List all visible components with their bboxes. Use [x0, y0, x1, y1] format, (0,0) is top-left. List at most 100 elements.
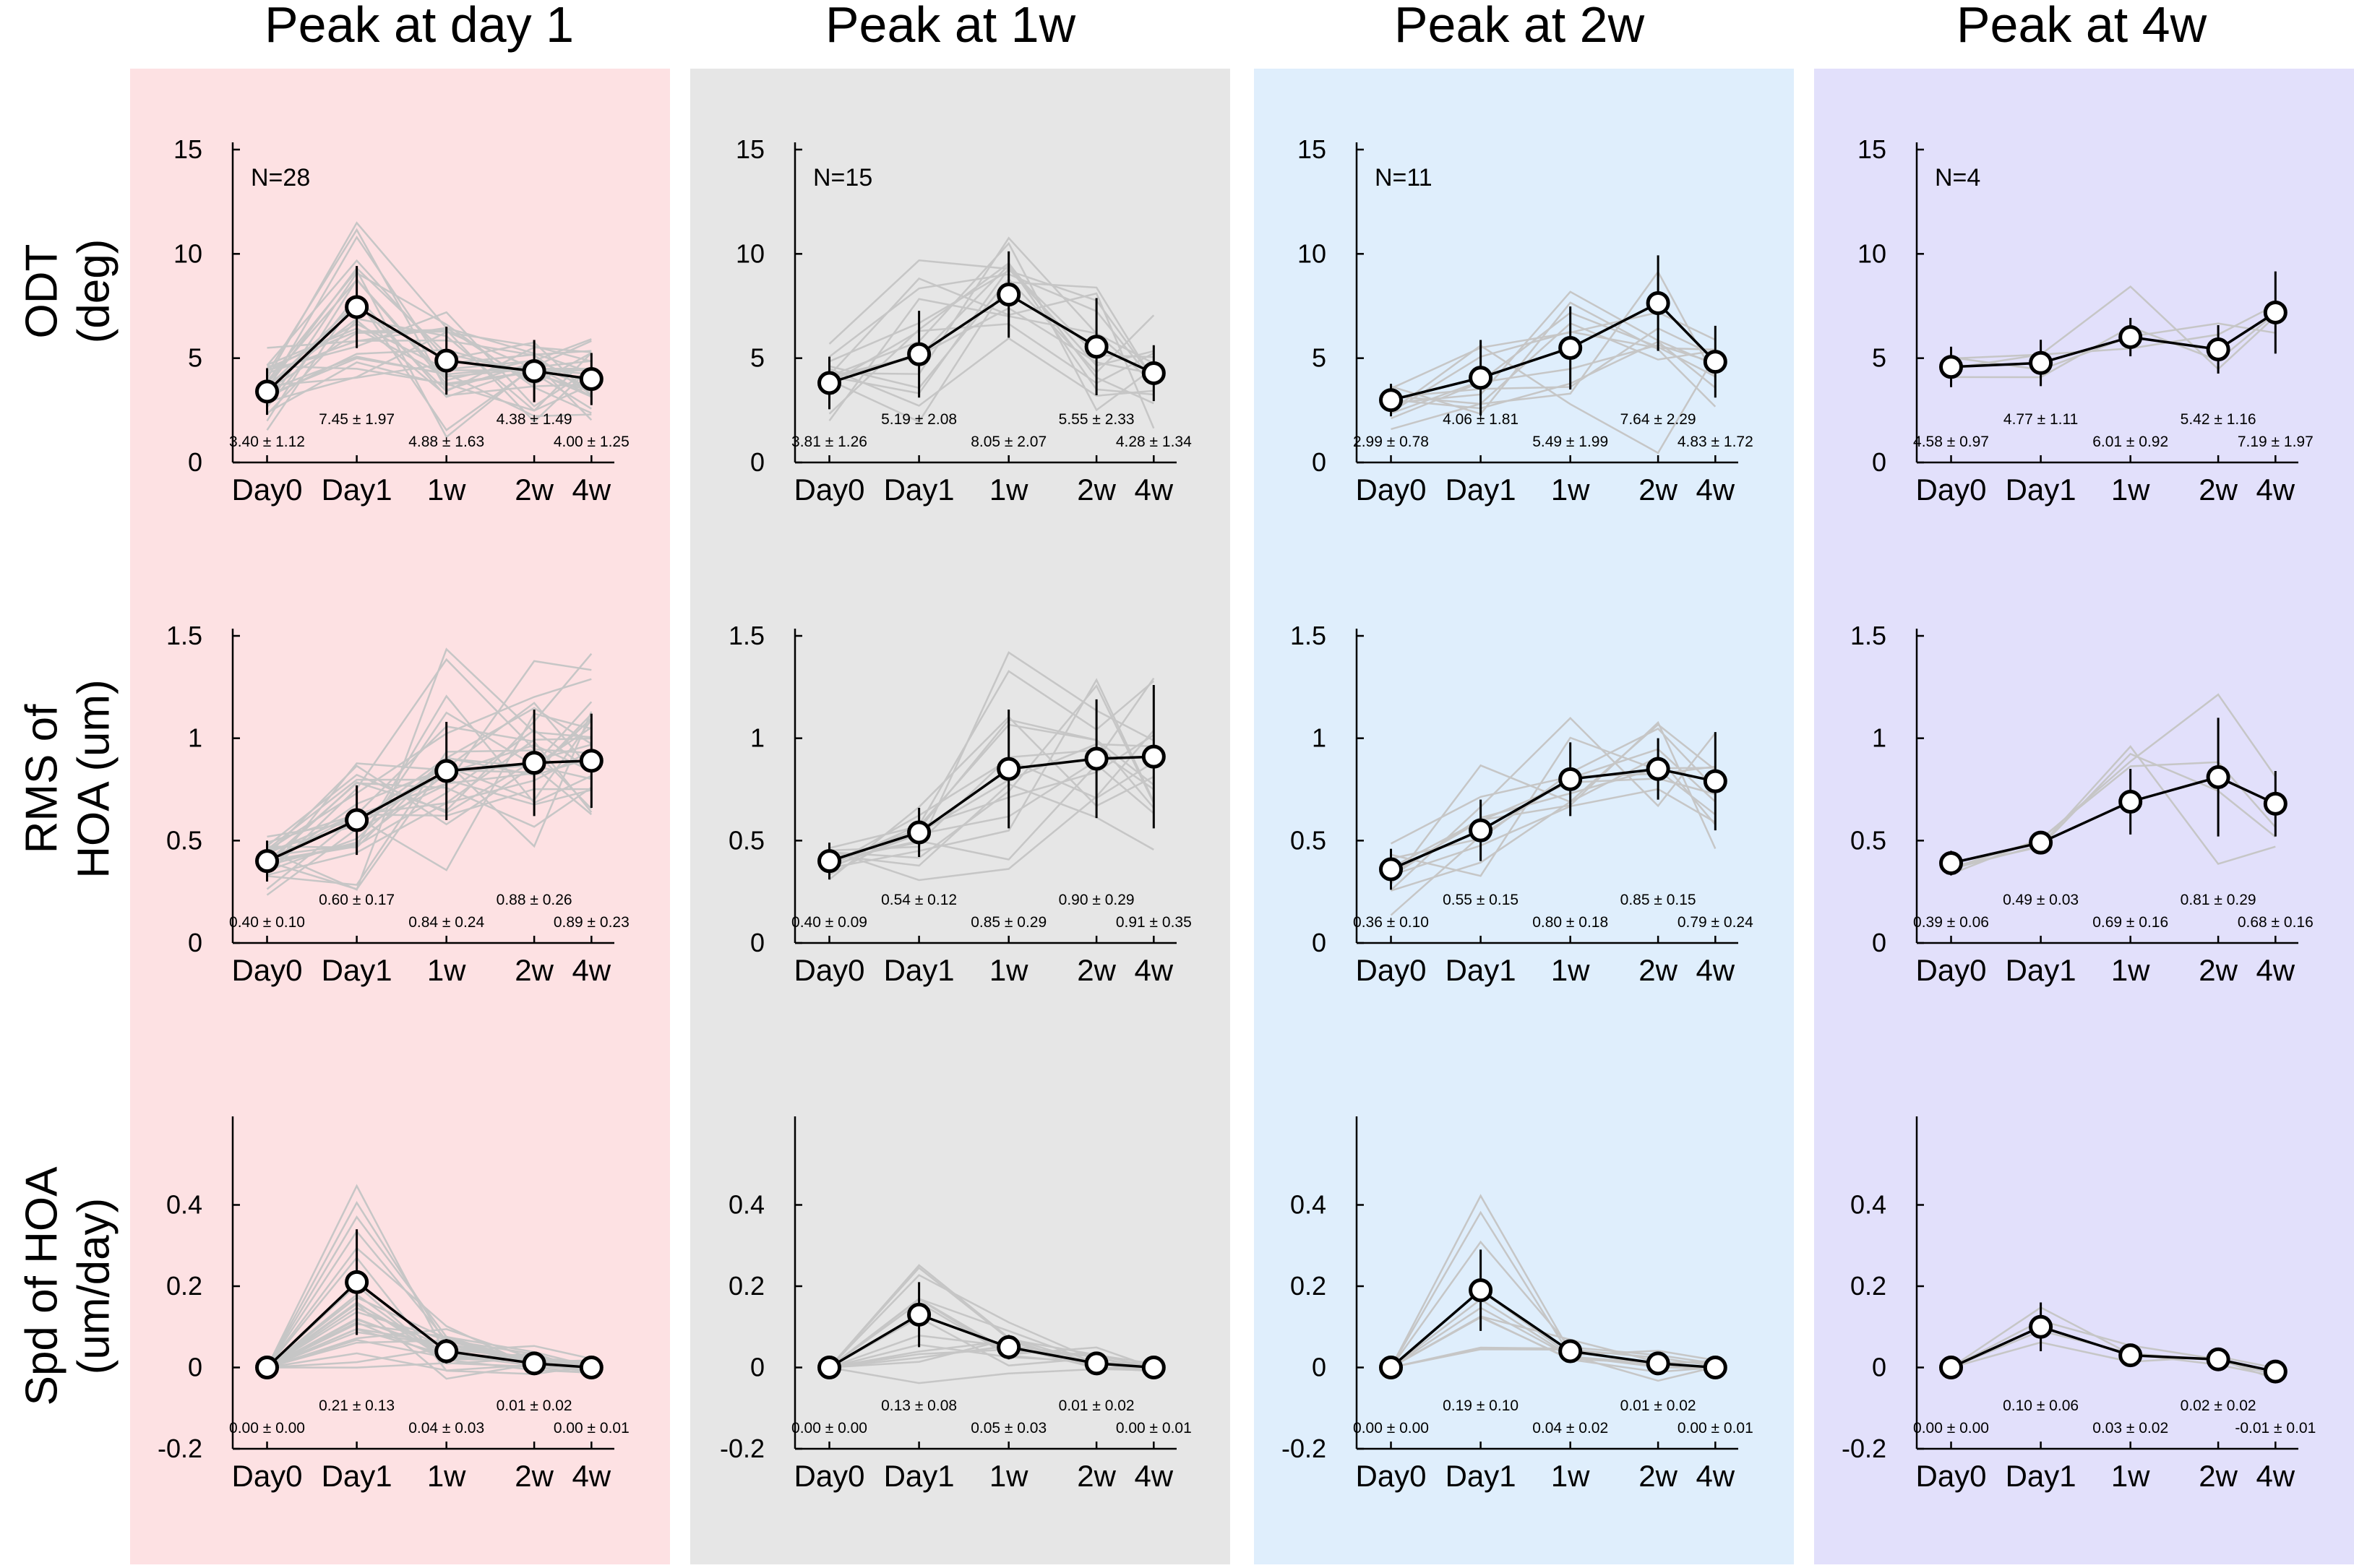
individual-trace — [267, 694, 592, 863]
mean-marker — [2118, 1343, 2143, 1368]
y-tick-label: 0.2 — [166, 1271, 202, 1301]
value-label: 0.40 ± 0.10 — [229, 914, 305, 931]
mean-marker — [2029, 830, 2053, 855]
value-label: 0.13 ± 0.08 — [881, 1397, 957, 1414]
mean-marker — [1141, 361, 1166, 385]
value-label: 0.03 ± 0.02 — [2092, 1420, 2168, 1436]
value-label: 0.01 ± 0.02 — [1059, 1397, 1135, 1414]
value-label: 7.45 ± 1.97 — [319, 411, 395, 428]
x-tick-label: 1w — [989, 473, 1028, 507]
mean-marker — [1703, 350, 1727, 374]
mean-marker — [1646, 757, 1670, 781]
value-label: 0.00 ± 0.00 — [229, 1420, 305, 1436]
mean-marker — [434, 348, 459, 373]
mean-marker — [907, 1302, 932, 1327]
x-tick-label: Day0 — [1915, 1459, 1986, 1493]
x-tick-label: Day1 — [884, 1459, 955, 1493]
individual-trace — [1390, 717, 1717, 891]
mean-marker — [1084, 1351, 1109, 1376]
mean-marker — [2206, 337, 2230, 362]
y-tick-label: 0 — [1312, 447, 1326, 477]
mean-marker — [345, 295, 369, 319]
y-tick-label: 5 — [1312, 343, 1326, 373]
value-label: -0.01 ± 0.01 — [2235, 1420, 2316, 1436]
x-tick-label: Day0 — [1355, 953, 1426, 987]
individual-trace — [1391, 301, 1717, 415]
value-label: 0.21 ± 0.13 — [319, 1397, 395, 1414]
x-tick-label: 4w — [572, 953, 611, 987]
value-label: 7.64 ± 2.29 — [1620, 411, 1696, 428]
value-label: 0.88 ± 0.26 — [497, 892, 572, 908]
y-tick-label: 0.4 — [1290, 1190, 1326, 1220]
value-label: 5.55 ± 2.33 — [1059, 411, 1135, 428]
individual-trace — [829, 241, 1155, 412]
x-tick-label: 4w — [2256, 1459, 2295, 1493]
mean-marker — [997, 283, 1021, 307]
value-label: 0.36 ± 0.10 — [1353, 914, 1429, 931]
individual-trace — [266, 1322, 592, 1369]
mean-marker — [1141, 1356, 1166, 1379]
value-label: 0.01 ± 0.02 — [497, 1397, 572, 1414]
subplot-1-0: 0 0.5 1 1.5 Day0 Day1 1w 2w 4w 0.40 ± 0.10 0.60 ± … — [166, 621, 630, 987]
x-tick-label: Day0 — [794, 953, 864, 987]
x-tick-label: 2w — [1077, 953, 1116, 987]
mean-marker — [345, 808, 369, 832]
y-tick-label: 0 — [1312, 1353, 1326, 1382]
y-tick-label: 0 — [1312, 928, 1326, 957]
y-tick-label: 0 — [188, 928, 202, 957]
value-label: 0.39 ± 0.06 — [1913, 914, 1989, 931]
row-label-1: RMS of HOA (um) — [17, 679, 119, 879]
mean-marker — [1469, 1278, 1493, 1303]
value-label: 2.99 ± 0.78 — [1353, 434, 1429, 450]
value-label: 0.49 ± 0.03 — [2003, 892, 2079, 908]
mean-marker — [255, 1356, 280, 1379]
y-tick-label: 5 — [750, 343, 765, 373]
mean-marker — [522, 1351, 546, 1376]
n-label: N=11 — [1375, 164, 1432, 191]
value-label: 0.79 ± 0.24 — [1678, 914, 1753, 931]
mean-marker — [1558, 336, 1583, 361]
individual-trace — [266, 1246, 592, 1375]
mean-marker — [2263, 1359, 2288, 1384]
y-tick-label: 1 — [1312, 723, 1326, 753]
x-tick-label: 4w — [1696, 1459, 1735, 1493]
y-tick-label: 10 — [173, 238, 202, 268]
individual-trace — [267, 311, 592, 408]
y-tick-label: 10 — [736, 238, 765, 268]
value-label: 4.38 ± 1.49 — [497, 411, 572, 428]
mean-marker — [1939, 1356, 1964, 1379]
mean-marker — [1469, 366, 1493, 390]
column-panel-2 — [1254, 69, 1794, 1564]
mean-marker — [434, 759, 459, 783]
x-tick-label: Day1 — [1446, 473, 1516, 507]
mean-marker — [255, 849, 280, 874]
y-tick-label: 0.5 — [729, 825, 765, 855]
x-tick-label: 2w — [1638, 953, 1678, 987]
individual-trace — [266, 272, 592, 414]
x-tick-label: 1w — [1551, 1459, 1590, 1493]
individual-trace — [1391, 290, 1716, 404]
value-label: 5.49 ± 1.99 — [1532, 434, 1608, 450]
mean-marker — [997, 1335, 1021, 1359]
x-tick-label: Day1 — [322, 1459, 392, 1493]
x-tick-label: 1w — [989, 953, 1028, 987]
individual-trace — [829, 1366, 1154, 1384]
x-tick-label: Day1 — [884, 473, 955, 507]
row-label-0: ODT (deg) — [17, 239, 119, 344]
value-label: 4.88 ± 1.63 — [408, 434, 484, 450]
value-label: 0.00 ± 0.00 — [1913, 1420, 1989, 1436]
mean-marker — [579, 749, 603, 773]
value-label: 4.06 ± 1.81 — [1443, 411, 1518, 428]
y-tick-label: 0.2 — [729, 1271, 765, 1301]
mean-marker — [579, 367, 603, 392]
x-tick-label: 2w — [515, 1459, 554, 1493]
mean-marker — [1141, 744, 1166, 769]
y-tick-label: 0.2 — [1850, 1271, 1886, 1301]
mean-marker — [1646, 290, 1670, 315]
y-tick-label: 10 — [1857, 238, 1886, 268]
x-tick-label: 4w — [2256, 953, 2295, 987]
value-label: 0.81 ± 0.29 — [2181, 892, 2256, 908]
x-tick-label: 2w — [515, 953, 554, 987]
x-tick-label: 2w — [1077, 473, 1116, 507]
